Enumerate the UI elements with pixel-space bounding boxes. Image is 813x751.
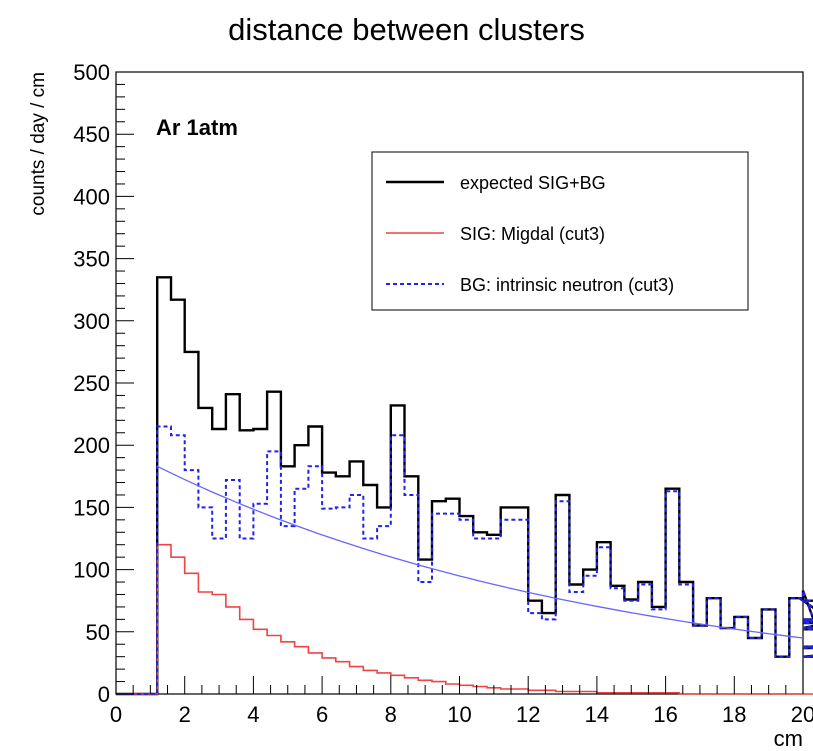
x-tick-label: 14 <box>585 702 609 727</box>
y-tick-label: 400 <box>73 184 110 209</box>
y-tick-label: 500 <box>73 60 110 85</box>
chart-title: distance between clusters <box>228 12 585 47</box>
y-tick-label: 150 <box>73 495 110 520</box>
x-tick-label: 4 <box>247 702 259 727</box>
x-axis-label: cm <box>774 726 803 751</box>
legend-label-0: expected SIG+BG <box>460 173 606 193</box>
y-tick-label: 450 <box>73 122 110 147</box>
y-tick-label: 250 <box>73 371 110 396</box>
x-tick-label: 0 <box>110 702 122 727</box>
y-tick-label: 200 <box>73 433 110 458</box>
x-tick-label: 16 <box>653 702 677 727</box>
y-tick-label: 50 <box>86 620 110 645</box>
x-tick-label: 18 <box>722 702 746 727</box>
series-fit-curve <box>156 465 804 639</box>
x-tick-label: 12 <box>516 702 540 727</box>
x-tick-label: 8 <box>385 702 397 727</box>
series-line-2 <box>116 425 813 695</box>
x-tick-label: 20 <box>791 702 813 727</box>
y-tick-label: 0 <box>98 682 110 707</box>
legend-label-1: SIG: Migdal (cut3) <box>460 224 605 244</box>
series-line-1 <box>116 543 813 695</box>
legend-box <box>371 151 749 311</box>
x-tick-label: 10 <box>447 702 471 727</box>
y-tick-label: 300 <box>73 309 110 334</box>
y-axis-label: counts / day / cm <box>28 72 49 216</box>
y-tick-label: 100 <box>73 558 110 583</box>
x-tick-label: 2 <box>179 702 191 727</box>
annotation-label: Ar 1atm <box>156 115 238 140</box>
x-tick-label: 6 <box>316 702 328 727</box>
y-tick-label: 350 <box>73 247 110 272</box>
legend-label-2: BG: intrinsic neutron (cut3) <box>460 275 674 295</box>
